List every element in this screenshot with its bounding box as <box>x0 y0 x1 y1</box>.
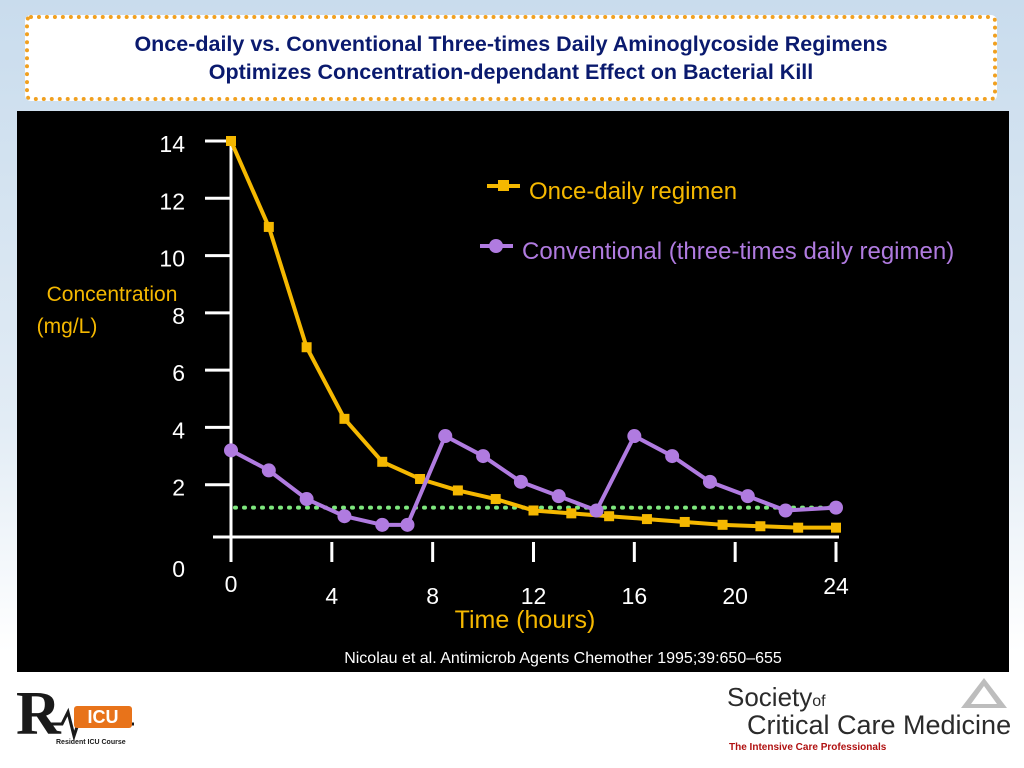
once-daily-point <box>831 522 841 533</box>
x-tick-label-16: 16 <box>622 583 648 609</box>
once-daily-point <box>717 519 728 530</box>
sccm-society: Society <box>727 682 813 712</box>
conventional-point <box>438 429 453 444</box>
once-daily-point <box>604 511 615 522</box>
legend-conventional-marker <box>489 239 503 253</box>
conventional-point <box>400 517 415 532</box>
y-tick-label-10: 10 <box>159 246 185 272</box>
once-daily-point <box>528 505 539 516</box>
once-daily-point <box>263 221 274 232</box>
y-tick-label-6: 6 <box>172 360 185 386</box>
slide-title-line-2: Optimizes Concentration-dependant Effect… <box>208 60 814 84</box>
once-daily-point <box>377 456 388 467</box>
conventional-point <box>589 503 604 518</box>
y-tick-label-4: 4 <box>172 417 185 443</box>
conventional-point <box>299 492 314 507</box>
conventional-point <box>375 517 390 532</box>
conventional-point <box>627 429 642 444</box>
conventional-point <box>261 463 276 478</box>
sccm-tagline: The Intensive Care Professionals <box>729 742 887 753</box>
ricu-logo: R ICU Resident ICU Course <box>16 680 134 748</box>
conventional-point <box>224 443 238 458</box>
ricu-logo-caption: Resident ICU Course <box>56 739 126 746</box>
x-tick-label-24: 24 <box>823 573 849 599</box>
x-tick-label-4: 4 <box>325 583 338 609</box>
slide-title-box: Once-daily vs. Conventional Three-times … <box>25 15 997 101</box>
y-tick-label-0: 0 <box>172 556 185 582</box>
sccm-of: of <box>812 693 826 710</box>
once-daily-point <box>415 473 426 484</box>
once-daily-point <box>755 521 766 532</box>
conventional-point <box>665 449 680 464</box>
y-axis-label-line-2: (mg/L) <box>37 315 98 338</box>
legend-once-daily-marker <box>498 180 509 191</box>
once-daily-point <box>679 516 690 527</box>
conventional-point <box>740 489 755 504</box>
once-daily-point <box>339 413 350 424</box>
once-daily-point <box>566 508 577 519</box>
conventional-point <box>829 500 843 515</box>
once-daily-point <box>301 342 312 353</box>
citation-text: Nicolau et al. Antimicrob Agents Chemoth… <box>344 650 782 667</box>
sccm-name: Critical Care Medicine <box>747 710 1012 740</box>
conventional-point <box>337 509 352 524</box>
legend-once-daily-label: Once-daily regimen <box>529 178 737 205</box>
x-axis-label: Time (hours) <box>455 606 596 634</box>
conventional-point <box>702 474 717 489</box>
ricu-logo-icu-text: ICU <box>88 707 119 727</box>
once-daily-point <box>641 514 652 525</box>
x-tick-label-12: 12 <box>521 583 547 609</box>
x-tick-label-8: 8 <box>426 583 439 609</box>
y-tick-label-12: 12 <box>159 188 185 214</box>
y-tick-label-2: 2 <box>172 475 185 501</box>
y-axis-label-line-1: Concentration <box>47 283 178 306</box>
conventional-point <box>513 474 528 489</box>
conventional-point <box>476 449 491 464</box>
once-daily-point <box>490 494 501 505</box>
sccm-line-1: Societyof <box>727 682 826 713</box>
once-daily-point <box>452 485 463 496</box>
y-tick-label-14: 14 <box>159 131 185 157</box>
slide-title-line-1: Once-daily vs. Conventional Three-times … <box>134 32 888 56</box>
y-tick-label-8: 8 <box>172 303 185 329</box>
conventional-point <box>778 503 793 518</box>
x-tick-label-0: 0 <box>225 571 238 597</box>
x-tick-label-20: 20 <box>722 583 748 609</box>
chart-panel <box>17 111 1009 672</box>
ricu-logo-icu-block <box>74 706 132 728</box>
legend-conventional-label: Conventional (three-times daily regimen) <box>522 238 954 265</box>
once-daily-point <box>793 522 804 533</box>
sccm-triangle-icon <box>961 678 1007 708</box>
conventional-point <box>551 489 566 504</box>
ricu-logo-r: R <box>16 680 62 748</box>
once-daily-point <box>226 136 236 146</box>
sccm-logo: Societyof Critical Care Medicine The Int… <box>727 678 1017 760</box>
